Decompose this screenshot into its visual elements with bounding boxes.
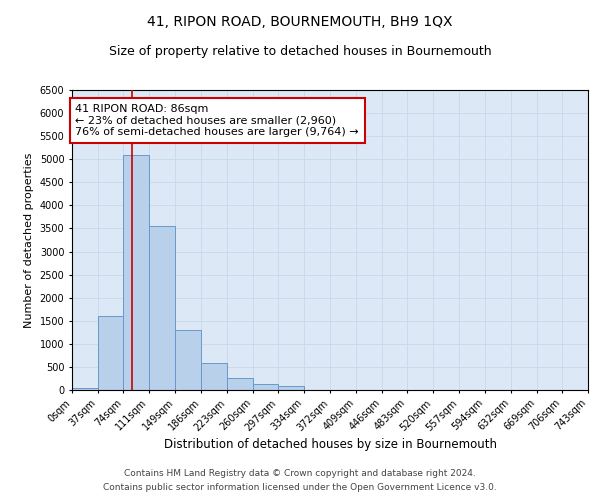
Text: 41, RIPON ROAD, BOURNEMOUTH, BH9 1QX: 41, RIPON ROAD, BOURNEMOUTH, BH9 1QX [147, 15, 453, 29]
Text: Contains HM Land Registry data © Crown copyright and database right 2024.: Contains HM Land Registry data © Crown c… [124, 468, 476, 477]
Bar [278, 386, 304, 390]
Bar [124, 154, 149, 390]
X-axis label: Distribution of detached houses by size in Bournemouth: Distribution of detached houses by size … [163, 438, 497, 451]
Bar [149, 226, 175, 390]
Bar [175, 330, 201, 390]
Bar [72, 388, 98, 390]
Bar [98, 316, 124, 390]
Text: Size of property relative to detached houses in Bournemouth: Size of property relative to detached ho… [109, 45, 491, 58]
Bar [201, 363, 227, 390]
Y-axis label: Number of detached properties: Number of detached properties [24, 152, 34, 328]
Text: Contains public sector information licensed under the Open Government Licence v3: Contains public sector information licen… [103, 484, 497, 492]
Text: 41 RIPON ROAD: 86sqm
← 23% of detached houses are smaller (2,960)
76% of semi-de: 41 RIPON ROAD: 86sqm ← 23% of detached h… [76, 104, 359, 137]
Bar [253, 384, 278, 390]
Bar [227, 378, 253, 390]
